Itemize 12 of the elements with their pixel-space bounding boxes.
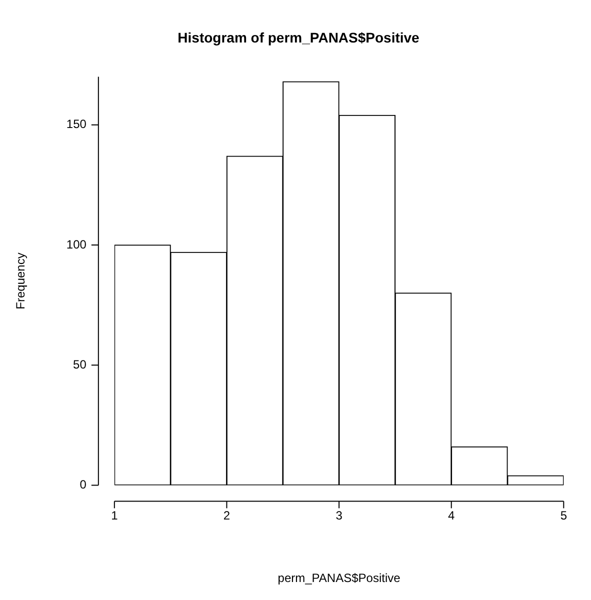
y-tick-label: 150 (66, 117, 87, 132)
x-tick-label: 1 (111, 508, 118, 523)
x-tick-label: 3 (336, 508, 343, 523)
chart-title: Histogram of perm_PANAS$Positive (178, 29, 420, 46)
x-tick-label: 5 (560, 508, 568, 523)
y-tick-label: 50 (73, 357, 87, 372)
y-tick-label: 100 (66, 237, 87, 252)
x-axis-title: perm_PANAS$Positive (278, 571, 401, 586)
y-axis-title: Frequency (14, 252, 28, 310)
x-tick-label: 4 (448, 508, 456, 523)
y-tick-label: 0 (80, 478, 87, 492)
x-tick-label: 2 (223, 508, 230, 523)
